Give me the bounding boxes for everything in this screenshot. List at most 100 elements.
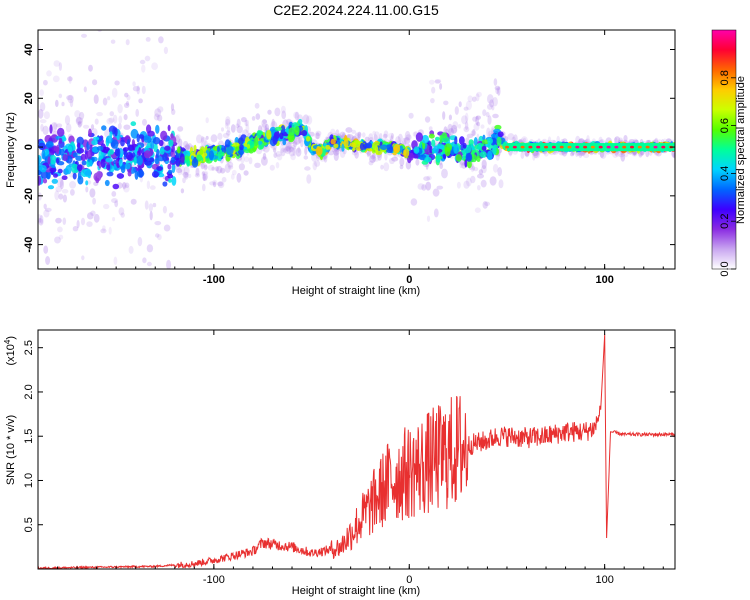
spectrogram-blob: [438, 145, 446, 150]
spectrogram-haze: [98, 30, 101, 31]
spectrogram-haze: [39, 215, 44, 224]
spectrogram-blob: [58, 137, 63, 144]
spectrogram-band: [518, 143, 522, 152]
spectrogram-haze: [203, 164, 208, 171]
snr-y-label: SNR (10 * v/v): [5, 415, 17, 485]
spectrogram-haze: [93, 94, 99, 104]
spectrogram-blob: [454, 136, 458, 146]
spectrogram-haze: [62, 194, 67, 203]
spectrogram-haze: [77, 121, 82, 128]
spectrogram-haze: [83, 124, 90, 129]
spectrogram-haze: [333, 151, 339, 161]
spectrogram-haze: [66, 95, 73, 101]
spectrogram-haze: [157, 234, 162, 241]
spectrogram-haze: [357, 131, 362, 139]
spectrogram-haze: [354, 132, 362, 137]
spectrogram-haze: [472, 116, 478, 122]
spectrogram-peak: [645, 145, 650, 149]
spectrogram-blob: [124, 162, 131, 170]
spectrogram-haze: [492, 113, 499, 119]
snr-panel: -100 0 100 0.5 1.0 1.5 2.0 2.5 Height of straig…: [3, 329, 676, 597]
spectrogram-haze: [236, 172, 242, 183]
spectrogram-haze: [282, 148, 289, 153]
spectrogram-haze: [149, 185, 156, 190]
spectrogram-haze: [43, 203, 47, 210]
spectrogram-blob: [282, 138, 287, 146]
spectrogram-haze: [61, 101, 65, 107]
spectrogram-blob: [171, 176, 177, 186]
spectrogram-haze: [442, 111, 446, 120]
spectrogram-peak: [528, 145, 533, 149]
spectrogram-haze: [92, 197, 96, 205]
spectrogram-haze: [54, 190, 60, 201]
spectrogram-haze: [262, 152, 267, 160]
spectrogram-panel: -100 0 100 -40 -20 0 20 40 Height of straight l…: [5, 21, 676, 297]
colorbar-label: Normalized spectral amplitude: [735, 76, 747, 224]
spectrogram-blob: [46, 141, 54, 148]
spectrogram-haze: [391, 156, 399, 162]
spectrogram-haze: [489, 99, 494, 108]
spectrogram-haze: [49, 21, 53, 26]
spectrogram-blob: [492, 145, 497, 155]
spectrogram-haze: [489, 176, 497, 186]
spectrogram-haze: [441, 168, 448, 179]
spectrogram-blob: [104, 179, 110, 187]
spectrogram-blob: [38, 142, 46, 150]
spectrogram-band: [633, 143, 637, 152]
snr-y-multiplier: (x104): [3, 336, 17, 366]
spectrogram-blob: [167, 163, 172, 170]
spectrogram-haze: [39, 119, 47, 124]
spectrogram-blob: [435, 136, 440, 141]
spectrogram-haze: [507, 133, 515, 141]
spectrogram-haze: [292, 141, 298, 148]
spectrogram-band: [635, 143, 639, 152]
spectrogram-peak: [575, 145, 580, 149]
spectrogram-haze: [43, 111, 51, 120]
spectrogram-haze: [55, 217, 62, 224]
spectrogram-haze: [285, 145, 293, 153]
spectrogram-haze: [142, 257, 147, 264]
spectrogram-haze: [470, 175, 476, 184]
spectrogram-haze: [236, 118, 241, 128]
spectrogram-haze: [183, 166, 190, 176]
spectrogram-blob: [476, 155, 481, 162]
spectrogram-haze: [146, 244, 154, 253]
colorbar-tick-label: 0.0: [719, 261, 731, 276]
spectrogram-blob: [217, 145, 220, 152]
spectrogram-band: [664, 143, 668, 152]
spectrogram-haze: [298, 136, 302, 144]
spectrogram-haze: [262, 144, 270, 153]
spectrogram-haze: [244, 156, 250, 163]
spectrogram-peak: [590, 145, 595, 149]
spectrogram-haze: [370, 155, 376, 160]
spectrogram-haze: [77, 120, 83, 127]
spectrogram-haze: [433, 208, 439, 218]
spectrogram-blob: [464, 159, 468, 168]
spectrogram-haze: [38, 218, 44, 226]
spectrogram-haze: [618, 153, 625, 158]
chart-title: C2E2.2024.224.11.00.G15: [273, 2, 439, 18]
snr-y-tick-label: 1.5: [23, 429, 35, 444]
spectrogram-haze: [68, 75, 72, 84]
spectrogram-haze: [102, 225, 106, 232]
spectrogram-band: [563, 143, 567, 152]
spectrogram-haze: [345, 127, 353, 133]
spectrogram-blob: [91, 139, 98, 146]
spectrogram-blob: [143, 150, 152, 159]
spectrogram-haze: [434, 79, 441, 84]
spectrogram-blob: [118, 158, 123, 167]
spectrogram-peak: [583, 145, 588, 149]
spectrogram-haze: [216, 165, 223, 174]
spectrogram-haze: [312, 161, 318, 171]
spectrogram-haze: [487, 103, 493, 110]
spectrogram-blob: [147, 130, 155, 137]
spectrogram-haze: [217, 181, 224, 187]
spectrogram-blob: [168, 139, 174, 147]
spectrogram-haze: [384, 152, 388, 161]
spectrogram-haze: [125, 39, 130, 46]
spectrogram-blob: [439, 134, 443, 144]
spectrogram-haze: [279, 144, 285, 154]
spectrogram-haze: [75, 116, 82, 125]
spectrogram-blob: [153, 143, 158, 153]
spectrogram-haze: [65, 123, 72, 133]
